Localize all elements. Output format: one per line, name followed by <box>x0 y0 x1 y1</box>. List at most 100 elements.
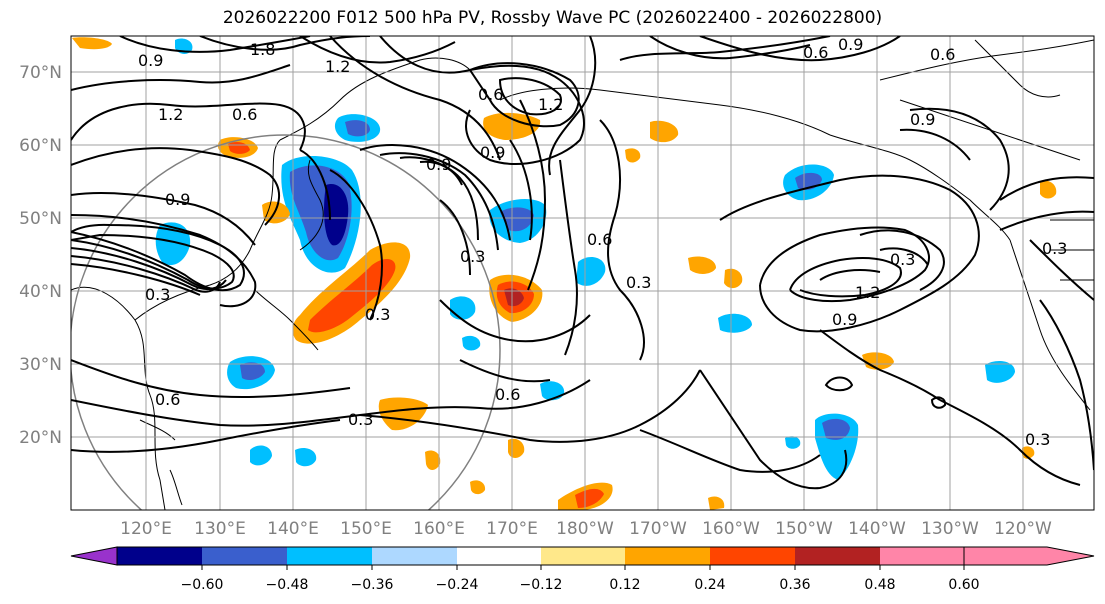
contour-label: 0.9 <box>165 190 190 209</box>
lon-label: 170°W <box>629 519 687 539</box>
colorbar-segment <box>287 547 372 565</box>
lon-label: 120°W <box>994 519 1052 539</box>
negative-anomaly <box>785 436 801 449</box>
negative-anomaly <box>240 362 265 380</box>
colorbar-right-outline <box>963 546 1095 566</box>
contour-label: 0.3 <box>626 273 651 292</box>
colorbar-left-arrow <box>70 546 118 566</box>
positive-anomaly <box>650 120 679 143</box>
positive-anomaly <box>1040 180 1057 199</box>
contour-label: 0.3 <box>365 305 390 324</box>
contour-label: 0.3 <box>460 247 485 266</box>
contour-label: 0.3 <box>348 410 373 429</box>
colorbar-tick-label: −0.48 <box>266 577 309 593</box>
colorbar-tick-label: 0.36 <box>779 577 810 593</box>
latitude-labels: 70°N 60°N 50°N 40°N 30°N 20°N <box>19 63 62 448</box>
colorbar-segment <box>541 547 625 565</box>
contour-label: 0.9 <box>138 51 163 70</box>
longitude-labels: 120°E 130°E 140°E 150°E 160°E 170°E 180°… <box>120 519 1052 539</box>
lon-label: 130°W <box>921 519 979 539</box>
negative-anomaly <box>822 418 850 440</box>
contour-label: 0.6 <box>232 105 257 124</box>
colorbar-tick-label: −0.60 <box>181 577 224 593</box>
contour-label: 1.2 <box>158 105 183 124</box>
lat-label: 60°N <box>19 136 62 156</box>
contour-label: 1.8 <box>250 40 275 59</box>
contour-label: 0.9 <box>426 155 451 174</box>
lon-label: 150°W <box>775 519 833 539</box>
positive-anomaly <box>308 258 396 333</box>
negative-anomaly <box>540 381 565 401</box>
colorbar-tick-label: −0.12 <box>520 577 563 593</box>
positive-anomaly <box>688 256 716 274</box>
lon-label: 160°W <box>702 519 760 539</box>
colorbar-tick-label: 0.60 <box>948 577 979 593</box>
colorbar-segment <box>457 547 541 565</box>
colorbar-segment <box>880 547 964 565</box>
negative-anomaly <box>985 360 1015 383</box>
negative-anomaly <box>295 448 317 467</box>
colorbar-tick-label: −0.36 <box>351 577 394 593</box>
lat-label: 70°N <box>19 63 62 83</box>
colorbar-segment <box>625 547 710 565</box>
lon-label: 170°E <box>486 519 538 539</box>
lat-label: 40°N <box>19 282 62 302</box>
negative-anomaly <box>462 335 481 351</box>
contour-label: 0.6 <box>930 45 955 64</box>
colorbar-right-arrow <box>964 547 1094 565</box>
colorbar-segment <box>710 547 795 565</box>
contour-label: 0.6 <box>495 385 520 404</box>
positive-anomaly <box>575 488 604 508</box>
contour-label: 0.3 <box>1042 239 1067 258</box>
lon-label: 130°E <box>194 519 246 539</box>
highlight-circle <box>71 134 501 510</box>
negative-anomaly <box>500 207 534 232</box>
colorbar-segment <box>117 547 202 565</box>
lon-label: 140°W <box>848 519 906 539</box>
contour-label: 1.2 <box>538 95 563 114</box>
contour-label: 0.6 <box>803 43 828 62</box>
graticule <box>71 36 1094 510</box>
pv-contours <box>71 36 1094 490</box>
contour-label: 0.9 <box>838 35 863 54</box>
positive-anomaly <box>378 397 428 431</box>
map-title: 2026022200 F012 500 hPa PV, Rossby Wave … <box>222 8 883 28</box>
contour-labels: 1.8 0.9 1.2 0.6 1.2 0.9 0.3 0.6 0.9 0.6 … <box>138 35 1067 449</box>
contour-label: 0.3 <box>890 250 915 269</box>
contour-label: 1.2 <box>855 283 880 302</box>
colorbar-segment <box>372 547 457 565</box>
negative-anomaly <box>155 222 191 266</box>
positive-anomaly <box>504 288 524 307</box>
map-plot-area: 1.8 0.9 1.2 0.6 1.2 0.9 0.3 0.6 0.9 0.6 … <box>71 35 1094 510</box>
lon-label: 150°E <box>340 519 392 539</box>
colorbar-ticks <box>201 565 965 570</box>
positive-anomaly <box>625 148 641 163</box>
lon-label: 180°W <box>556 519 614 539</box>
lon-label: 120°E <box>120 519 172 539</box>
contour-label: 0.3 <box>1025 430 1050 449</box>
contour-label: 0.6 <box>587 230 612 249</box>
negative-anomaly <box>576 257 606 286</box>
contour-label: 0.9 <box>832 310 857 329</box>
negative-anomaly <box>345 120 370 137</box>
positive-anomaly <box>72 37 112 50</box>
contour-label: 0.9 <box>910 110 935 129</box>
negative-anomaly <box>250 445 272 466</box>
map-frame <box>70 35 1095 511</box>
contour-label: 0.6 <box>155 390 180 409</box>
colorbar-tick-label: 0.24 <box>694 577 725 593</box>
colorbar-tick-label: 0.12 <box>609 577 640 593</box>
positive-anomaly <box>708 496 725 510</box>
positive-anomaly <box>724 268 743 289</box>
lat-label: 20°N <box>19 428 62 448</box>
contour-label: 0.9 <box>480 143 505 162</box>
contour-label: 1.2 <box>325 57 350 76</box>
colorbar-segment <box>795 547 880 565</box>
lat-label: 30°N <box>19 355 62 375</box>
lon-label: 160°E <box>413 519 465 539</box>
colorbar: −0.60 −0.48 −0.36 −0.24 −0.12 0.12 0.24 … <box>70 546 1095 593</box>
lat-label: 50°N <box>19 209 62 229</box>
colorbar-tick-label: −0.24 <box>436 577 479 593</box>
positive-anomaly <box>470 480 486 495</box>
